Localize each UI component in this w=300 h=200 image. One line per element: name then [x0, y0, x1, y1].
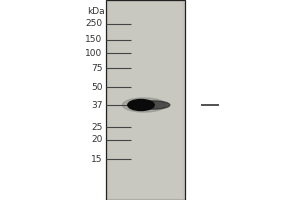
- Text: 150: 150: [85, 36, 103, 45]
- Text: kDa: kDa: [87, 6, 105, 16]
- Text: 250: 250: [85, 20, 103, 28]
- Text: 37: 37: [91, 100, 103, 110]
- Text: 15: 15: [91, 154, 103, 164]
- Bar: [106, 0, 185, 200]
- Text: 75: 75: [91, 64, 103, 73]
- Ellipse shape: [122, 98, 166, 112]
- Bar: [109, 2, 182, 198]
- Text: 25: 25: [91, 122, 103, 132]
- Text: 50: 50: [91, 83, 103, 92]
- Text: 100: 100: [85, 48, 103, 58]
- Ellipse shape: [128, 99, 154, 110]
- Ellipse shape: [136, 101, 170, 109]
- Text: 20: 20: [91, 136, 103, 144]
